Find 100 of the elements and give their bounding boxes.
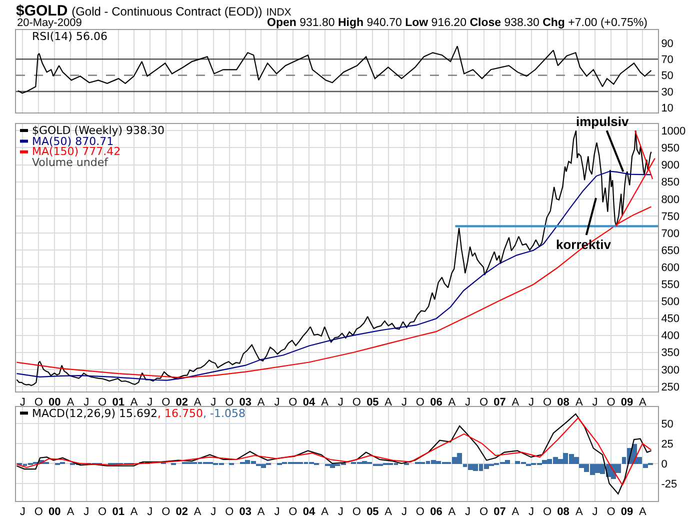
y-tick-label: 50 <box>661 418 674 430</box>
x-tick-label: J <box>84 396 90 408</box>
legend-label: $GOLD (Weekly) 938.30 <box>32 124 165 137</box>
x-tick-label: A <box>321 506 330 518</box>
text: , -1.058 <box>203 407 246 420</box>
x-tick-label: A <box>512 396 520 408</box>
y-tick-label: 1000 <box>661 126 686 138</box>
y-tick-label: 0 <box>661 458 668 470</box>
x-tick-label: 07 <box>494 506 506 518</box>
x-tick-label: 01 <box>112 506 124 518</box>
x-tick-label: O <box>98 506 108 518</box>
x-tick-label: J <box>274 396 280 408</box>
x-tick-label: 06 <box>430 396 442 408</box>
x-tick-label: A <box>448 396 456 408</box>
x-tick-label: A <box>194 396 202 408</box>
chart-subtitle: 20-May-2009 <box>17 17 82 29</box>
x-tick-label: 01 <box>112 396 124 408</box>
x-tick-label: A <box>257 506 266 518</box>
x-tick-label: O <box>162 396 171 408</box>
x-tick-label: O <box>162 506 171 518</box>
chart-title: $GOLD (Gold - Continuous Contract (EOD)) INDX <box>16 2 292 20</box>
x-tick-label: 03 <box>239 506 252 518</box>
x-tick-label: O <box>34 506 44 518</box>
x-tick-label: 05 <box>366 396 379 408</box>
y-tick-label: -25 <box>661 478 678 490</box>
x-tick-label: O <box>225 506 234 518</box>
x-tick-label: 08 <box>557 396 570 408</box>
x-tick-label: J <box>274 506 280 518</box>
annotation: Volume undef <box>32 156 110 169</box>
x-tick-label: A <box>130 506 138 518</box>
x-tick-label: O <box>543 506 552 518</box>
x-tick-label: O <box>352 396 362 408</box>
y-tick-label: 50 <box>661 70 674 82</box>
y-tick-label: 250 <box>661 381 680 394</box>
x-tick-label: J <box>147 506 153 518</box>
y-tick-label: 650 <box>661 244 680 257</box>
x-tick-label: A <box>384 396 393 408</box>
x-tick-label: 02 <box>176 396 188 408</box>
x-tick-label: 05 <box>366 506 379 518</box>
x-tick-label: O <box>416 396 425 408</box>
x-tick-label: O <box>288 396 298 408</box>
x-tick-label: 02 <box>176 506 188 518</box>
x-tick-label: A <box>448 506 456 518</box>
x-tick-label: J <box>401 506 407 518</box>
x-tick-label: J <box>592 506 598 518</box>
y-tick-label: 90 <box>661 38 674 50</box>
text: , 16.750 <box>158 407 204 420</box>
x-tick-label: 06 <box>430 506 442 518</box>
x-tick-label: O <box>479 506 488 518</box>
x-tick-label: O <box>543 396 552 408</box>
y-tick-label: 450 <box>661 313 680 326</box>
x-tick-label: A <box>575 506 584 518</box>
x-tick-label: J <box>20 396 26 408</box>
legend-label: MA(50) 870.71 <box>32 135 114 148</box>
x-tick-label: J <box>147 396 153 408</box>
x-tick-label: 03 <box>239 396 252 408</box>
x-tick-label: A <box>194 506 202 518</box>
x-tick-label: J <box>528 396 534 408</box>
x-tick-label: O <box>225 396 234 408</box>
y-tick-label: 600 <box>661 262 680 274</box>
y-tick-label: 950 <box>661 142 680 155</box>
x-tick-label: O <box>352 506 362 518</box>
x-tick-label: A <box>512 506 520 518</box>
x-tick-label: J <box>528 506 534 518</box>
series-label: RSI(14) 56.06 <box>32 30 108 43</box>
x-tick-label: O <box>98 396 108 408</box>
x-tick-label: 09 <box>620 396 634 408</box>
legend-label: MA(150) 777.42 <box>32 145 121 158</box>
y-tick-label: 10 <box>661 102 674 115</box>
x-tick-label: A <box>66 396 75 408</box>
x-tick-label: O <box>288 506 298 518</box>
y-tick-label: 30 <box>661 86 674 98</box>
x-tick-label: 00 <box>48 396 61 408</box>
x-tick-label: 08 <box>557 506 570 518</box>
text: Open 931.80 High 940.70 Low 916.20 Close 938.30 Chg +7.00 (+0.75%) <box>267 17 648 29</box>
x-tick-label: 04 <box>302 506 316 518</box>
y-tick-label: 550 <box>661 279 680 292</box>
y-tick-label: 300 <box>661 364 680 376</box>
x-tick-label: J <box>338 506 344 518</box>
legend-label: MACD(12,26,9) 15.692 <box>32 407 158 420</box>
y-tick-label: 900 <box>661 160 680 172</box>
x-tick-label: 00 <box>48 506 61 518</box>
y-tick-label: 400 <box>661 330 680 342</box>
x-tick-label: A <box>257 396 266 408</box>
x-tick-label: O <box>606 506 616 518</box>
x-tick-label: A <box>639 396 648 408</box>
y-tick-label: 700 <box>661 228 680 240</box>
x-tick-label: J <box>84 506 90 518</box>
x-tick-label: O <box>416 506 425 518</box>
x-tick-label: A <box>384 506 393 518</box>
x-tick-label: O <box>479 396 488 408</box>
x-tick-label: J <box>338 396 344 408</box>
x-tick-label: A <box>130 396 138 408</box>
x-tick-label: J <box>464 396 470 408</box>
x-tick-label: J <box>592 396 598 408</box>
y-tick-label: 850 <box>661 176 680 189</box>
x-tick-label: J <box>20 506 26 518</box>
x-tick-label: J <box>210 396 216 408</box>
y-tick-label: 750 <box>661 210 680 223</box>
x-tick-label: J <box>210 506 216 518</box>
